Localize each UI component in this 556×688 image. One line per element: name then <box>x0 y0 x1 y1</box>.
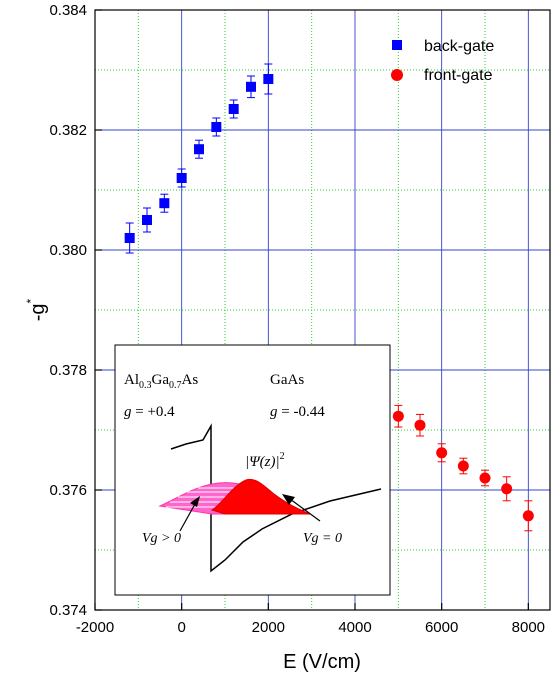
data-point-back-gate <box>228 104 239 114</box>
y-axis-title-sup: * <box>24 298 38 303</box>
x-tick-label: 6000 <box>425 619 458 636</box>
inset-g-right: g = -0.44 <box>270 404 325 420</box>
data-point-back-gate <box>194 144 204 155</box>
legend: back-gate front-gate <box>391 38 494 84</box>
y-tick-label: 0.380 <box>49 242 87 259</box>
series-front-gate <box>392 404 534 532</box>
data-point-back-gate <box>124 233 135 243</box>
x-tick-label: 2000 <box>252 619 285 636</box>
inset-arrowhead-vg-zero <box>282 494 295 505</box>
legend-label-back-gate: back-gate <box>424 38 494 55</box>
inset-vg-zero-label: Vg = 0 <box>303 531 342 546</box>
x-tick-label: -2000 <box>76 619 114 636</box>
tick-labels: -2000 0 2000 4000 6000 8000 0.374 0.376 0.378 0.3… <box>49 2 545 636</box>
legend-marker-front-gate <box>391 69 403 81</box>
y-axis-title-group: -g* <box>24 298 49 321</box>
ticks <box>94 9 529 611</box>
inset-wavefunction-vg-zero <box>210 478 311 515</box>
data-point-front-gate <box>392 410 404 422</box>
x-tick-label: 8000 <box>512 619 545 636</box>
inset-vg-positive-label: Vg > 0 <box>142 531 181 546</box>
x-tick-label: 0 <box>177 619 185 636</box>
inset-frame <box>114 344 391 596</box>
inset-arrow-vg-positive <box>179 503 196 532</box>
y-tick-label: 0.376 <box>49 482 87 499</box>
legend-label-front-gate: front-gate <box>424 67 493 84</box>
x-tick-label: 4000 <box>338 619 371 636</box>
legend-marker-back-gate <box>392 40 402 50</box>
data-point-front-gate <box>436 447 448 459</box>
y-tick-label: 0.384 <box>49 2 87 19</box>
data-point-back-gate <box>142 215 152 225</box>
inset-psi-label: |Ψ(z)|2 <box>245 451 285 470</box>
data-point-front-gate <box>457 460 469 472</box>
data-point-back-gate <box>263 74 274 84</box>
y-tick-label: 0.374 <box>49 602 87 619</box>
data-point-back-gate <box>159 198 170 209</box>
data-point-back-gate <box>176 173 187 183</box>
y-tick-label: 0.382 <box>49 122 87 139</box>
y-axis-title-main: -g <box>27 303 49 321</box>
series-back-gate <box>124 63 274 254</box>
plot-frame <box>94 9 551 611</box>
data-point-back-gate <box>246 81 256 92</box>
inset-diagram: Al0.3Ga0.7As GaAs g = +0.4 g = -0.44 |Ψ(… <box>114 344 391 596</box>
data-point-front-gate <box>414 419 426 431</box>
y-axis-title: -g* <box>24 298 49 321</box>
x-axis-title: E (V/cm) <box>283 651 361 673</box>
data-point-front-gate <box>479 472 491 484</box>
inset-right-material: GaAs <box>270 372 304 388</box>
inset-arrowhead-vg-positive <box>190 496 200 507</box>
inset-left-material: Al0.3Ga0.7As <box>124 372 198 391</box>
inset-g-left: g = +0.4 <box>124 404 175 420</box>
data-point-front-gate <box>501 483 513 495</box>
data-point-front-gate <box>522 510 534 522</box>
data-point-back-gate <box>211 122 222 132</box>
inset-arrow-vg-zero <box>289 498 321 522</box>
y-tick-label: 0.378 <box>49 362 87 379</box>
series <box>124 63 534 532</box>
